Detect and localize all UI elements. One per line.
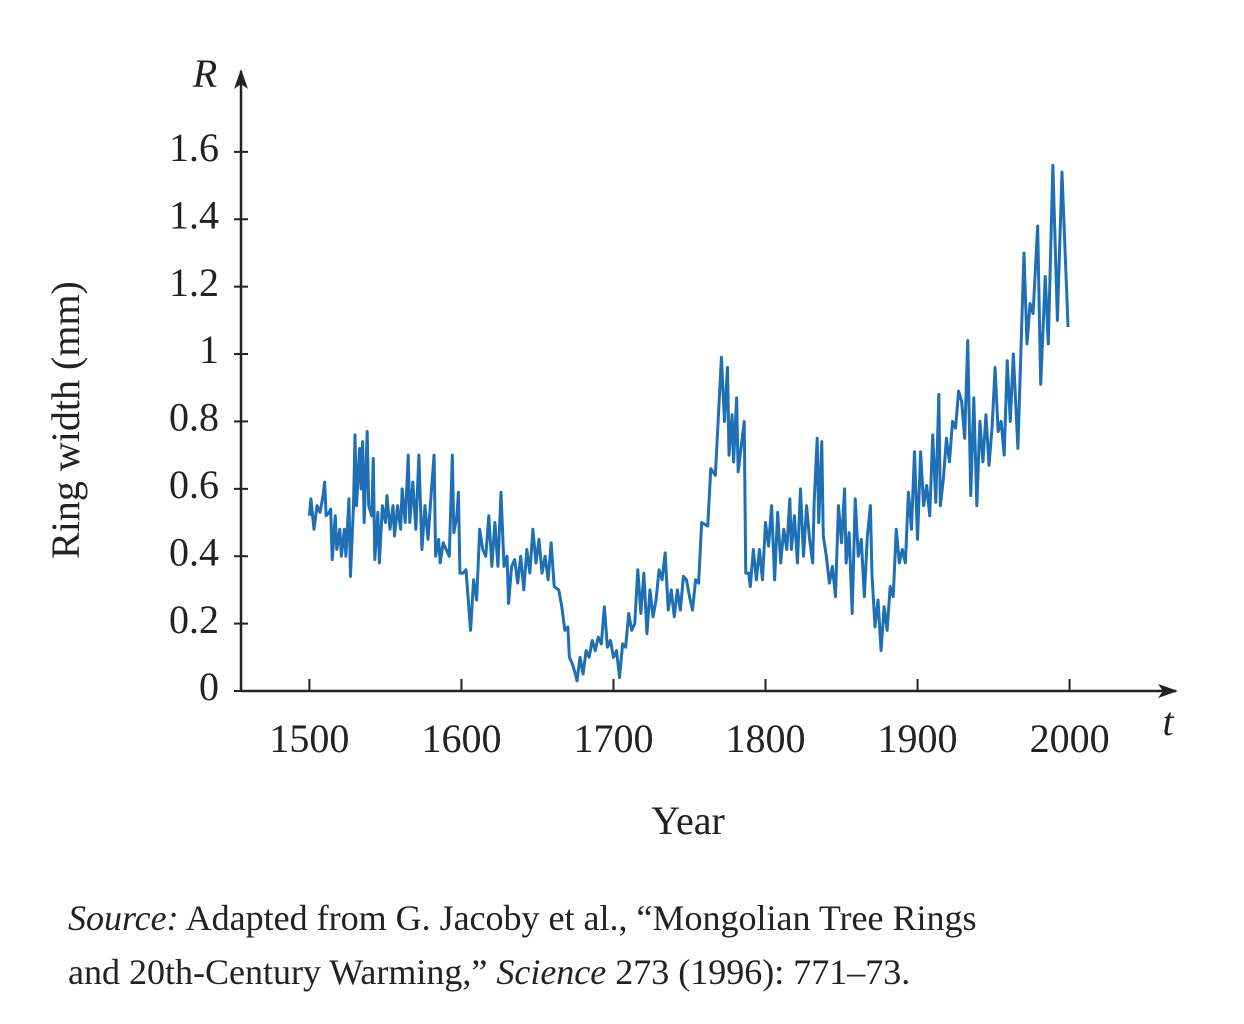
y-tick-label: 1.6 bbox=[169, 125, 219, 170]
x-tick-label: 1600 bbox=[421, 716, 501, 761]
source-text: and 20th-Century Warming,” bbox=[68, 952, 496, 992]
y-axis-label: Ring width (mm) bbox=[43, 281, 88, 559]
source-text: Adapted from G. Jacoby et al., “Mongolia… bbox=[179, 898, 977, 938]
x-tick-label: 1800 bbox=[726, 716, 806, 761]
y-tick-label: 0 bbox=[199, 664, 219, 709]
y-tick-label: 1 bbox=[199, 327, 219, 372]
y-tick-label: 1.4 bbox=[169, 192, 219, 237]
x-variable: t bbox=[1162, 699, 1174, 744]
y-tick-label: 0.4 bbox=[169, 529, 219, 574]
source-note: and 20th-Century Warming,” Science 273 (… bbox=[68, 952, 910, 992]
x-tick-label: 1500 bbox=[269, 716, 349, 761]
y-tick-label: 0.6 bbox=[169, 462, 219, 507]
source-text: Source: bbox=[68, 898, 179, 938]
source-text: 273 (1996): 771–73. bbox=[606, 952, 910, 992]
y-variable: R bbox=[192, 51, 217, 96]
source-text: Science bbox=[496, 952, 606, 992]
x-tick-label: 1900 bbox=[878, 716, 958, 761]
y-tick-label: 0.8 bbox=[169, 395, 219, 440]
x-axis-label: Year bbox=[651, 798, 725, 843]
y-tick-label: 0.2 bbox=[169, 597, 219, 642]
source-note: Source: Adapted from G. Jacoby et al., “… bbox=[68, 898, 977, 938]
data-line bbox=[307, 163, 1070, 683]
y-tick-label: 1.2 bbox=[169, 260, 219, 305]
x-tick-label: 2000 bbox=[1030, 716, 1110, 761]
x-tick-label: 1700 bbox=[573, 716, 653, 761]
